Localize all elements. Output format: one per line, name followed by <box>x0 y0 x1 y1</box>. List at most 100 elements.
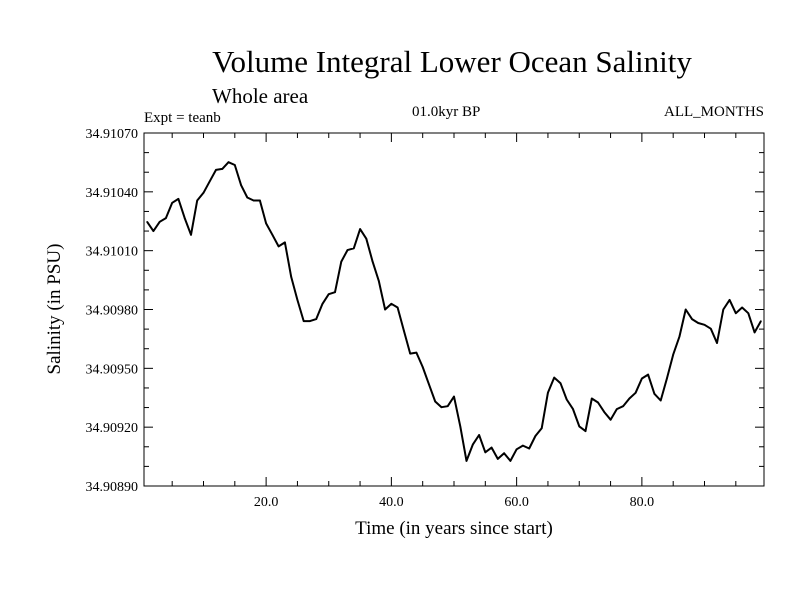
data-point <box>296 299 299 301</box>
data-point <box>484 451 487 454</box>
data-point <box>346 249 349 251</box>
x-axis-label: Time (in years since start) <box>355 518 553 539</box>
data-point <box>478 434 480 436</box>
data-point <box>265 222 267 225</box>
x-tick-labels: 20.0 40.0 60.0 80.0 <box>254 495 654 510</box>
data-point <box>741 306 743 309</box>
data-point <box>321 303 324 305</box>
data-point <box>453 395 455 398</box>
y-tick-label: 34.91010 <box>86 245 139 260</box>
data-point <box>503 452 505 455</box>
data-point <box>747 312 750 315</box>
data-point <box>234 164 236 166</box>
data-point <box>616 408 618 410</box>
chart-title: Volume Integral Lower Ocean Salinity <box>212 44 692 79</box>
data-point <box>440 406 443 408</box>
data-point <box>572 408 574 410</box>
data-point <box>334 291 336 294</box>
data-point <box>434 400 437 403</box>
data-point <box>352 247 355 250</box>
data-point <box>590 397 593 400</box>
data-point <box>653 393 656 395</box>
data-point <box>691 318 693 320</box>
data-point <box>497 458 499 460</box>
data-point <box>415 351 418 354</box>
data-point <box>634 392 637 394</box>
data-point <box>522 444 524 447</box>
data-point <box>540 427 543 430</box>
data-point <box>227 161 230 164</box>
x-tick-label: 20.0 <box>254 495 279 510</box>
data-point <box>390 303 393 305</box>
data-point <box>716 342 718 344</box>
data-point <box>365 237 368 240</box>
x-tick-label: 40.0 <box>379 495 404 510</box>
data-point <box>403 329 405 332</box>
data-point <box>534 435 537 437</box>
data-point <box>446 405 449 407</box>
data-point <box>647 373 649 376</box>
data-points <box>146 161 762 462</box>
data-point <box>515 448 518 451</box>
data-point <box>753 331 756 334</box>
y-tick-label: 34.91070 <box>86 127 139 142</box>
data-point <box>703 323 706 326</box>
data-point <box>672 353 674 356</box>
data-point <box>284 241 286 244</box>
data-point <box>146 221 148 223</box>
data-point <box>578 425 581 428</box>
data-point <box>509 460 512 462</box>
data-point <box>628 397 631 400</box>
data-point <box>697 322 700 324</box>
y-axis-label: Salinity (in PSU) <box>44 244 65 375</box>
data-point <box>152 230 155 232</box>
data-point <box>340 260 343 263</box>
data-point <box>659 399 662 402</box>
data-point <box>315 318 318 320</box>
data-point <box>183 217 186 219</box>
x-tick-label: 60.0 <box>504 495 529 510</box>
data-point <box>208 180 211 183</box>
data-point <box>359 228 361 230</box>
experiment-label: Expt = teanb <box>144 110 221 126</box>
y-tick-label: 34.90920 <box>86 421 139 436</box>
data-point <box>678 335 681 338</box>
data-point <box>459 425 462 428</box>
data-point <box>384 308 386 311</box>
y-tick-labels: 34.90890 34.90920 34.90950 34.90980 34.91010… <box>86 127 139 495</box>
data-point <box>165 217 167 219</box>
data-point <box>240 184 242 186</box>
data-point <box>559 382 562 385</box>
data-point <box>371 260 374 263</box>
data-point <box>158 221 161 223</box>
x-tick-label: 80.0 <box>630 495 655 510</box>
y-tick-label: 34.90980 <box>86 304 139 319</box>
data-point <box>409 352 411 355</box>
data-point <box>196 199 199 202</box>
data-point <box>597 401 599 404</box>
data-point <box>290 276 292 278</box>
data-point <box>709 327 712 330</box>
data-point <box>528 447 530 450</box>
salinity-series-line <box>146 161 762 462</box>
chart-subtitle: Whole area <box>212 84 309 108</box>
data-point <box>584 430 587 432</box>
data-point <box>378 280 380 282</box>
data-point <box>565 398 568 401</box>
data-point <box>735 312 737 315</box>
y-tick-label: 34.90950 <box>86 362 139 377</box>
data-point <box>465 460 468 462</box>
data-point <box>327 293 330 296</box>
data-point <box>271 233 274 236</box>
data-point <box>622 405 624 407</box>
data-point <box>722 308 725 311</box>
data-point <box>202 192 205 194</box>
y-tick-label: 34.91040 <box>86 186 139 201</box>
data-point <box>641 377 643 380</box>
data-point <box>428 383 430 386</box>
data-point <box>259 199 261 202</box>
data-point <box>603 411 606 413</box>
data-point <box>728 299 731 301</box>
data-point <box>396 306 399 309</box>
